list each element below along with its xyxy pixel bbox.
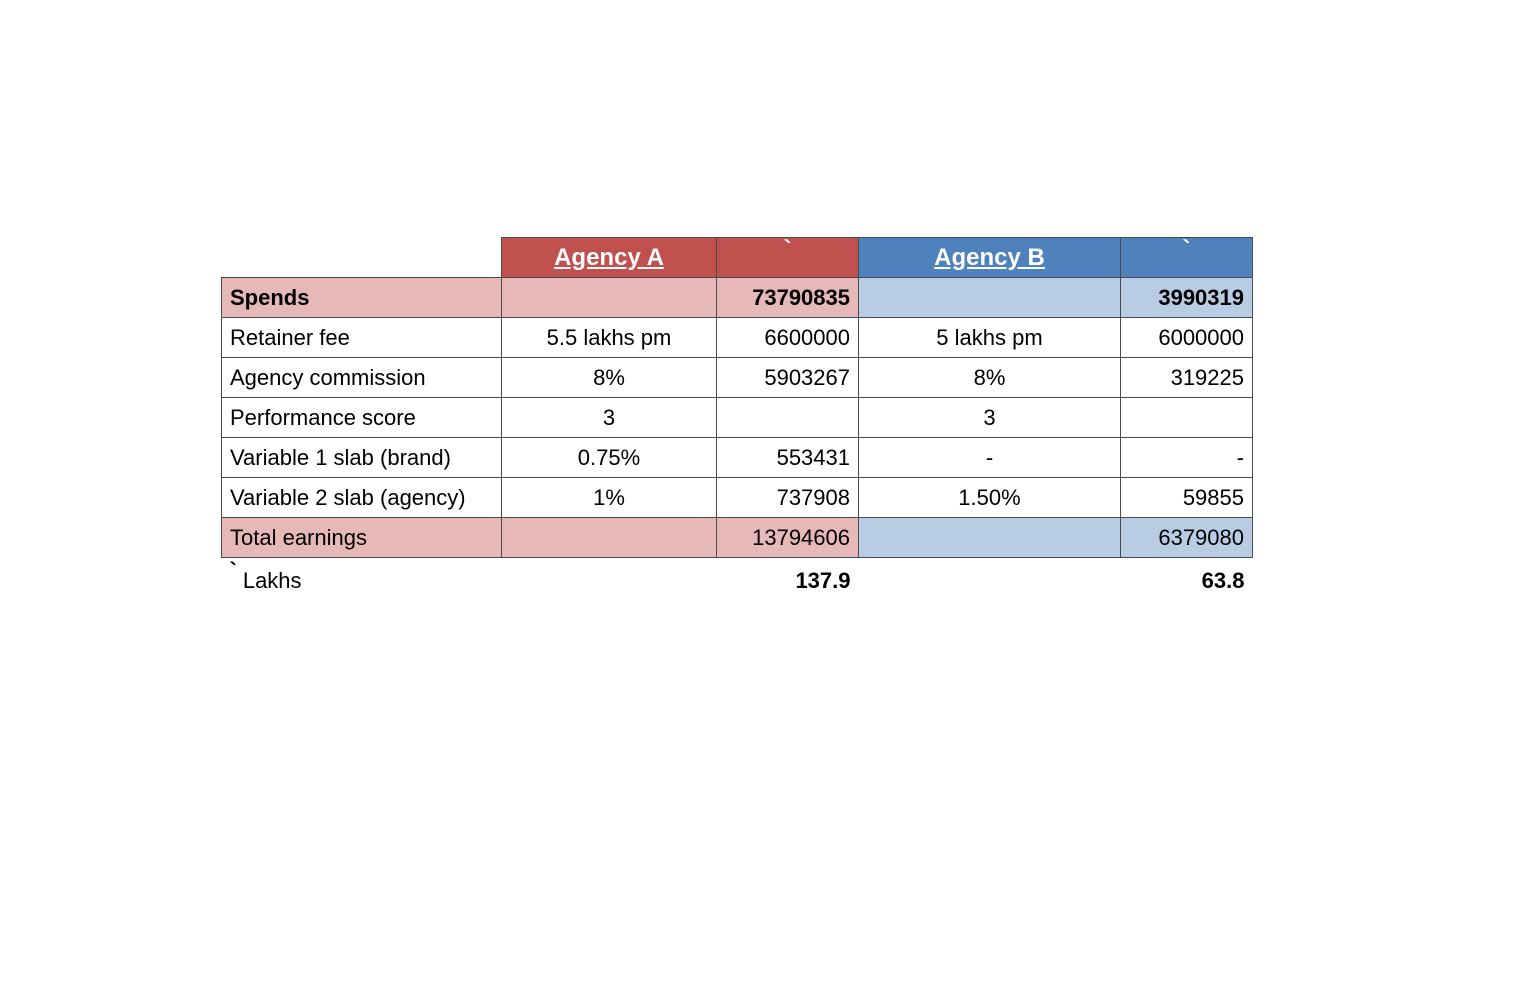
agency-b-value: 319225 — [1120, 357, 1253, 398]
table-row-retainer-fee: Retainer fee 5.5 lakhs pm 6600000 5 lakh… — [221, 317, 1253, 358]
agency-b-value: 3990319 — [1120, 277, 1253, 318]
agency-a-lakhs: 137.9 — [795, 567, 851, 593]
row-label: Retainer fee — [221, 317, 502, 358]
agency-b-rate: 5 lakhs pm — [858, 317, 1121, 358]
agency-b-rate: 8% — [858, 357, 1121, 398]
agency-a-value: 6600000 — [716, 317, 859, 358]
agency-b-currency-header: ` — [1120, 237, 1253, 278]
agency-a-value: 5903267 — [716, 357, 859, 398]
agency-b-value — [1120, 397, 1253, 438]
agency-earnings-table: Agency A ` Agency B ` Spends 73790835 39… — [221, 237, 1253, 604]
agency-b-rate — [858, 517, 1121, 558]
table-row-agency-commission: Agency commission 8% 5903267 8% 319225 — [221, 357, 1253, 398]
table-row-variable-1: Variable 1 slab (brand) 0.75% 553431 - - — [221, 437, 1253, 478]
agency-a-value: 73790835 — [716, 277, 859, 318]
row-label: Agency commission — [221, 357, 502, 398]
agency-b-rate: 3 — [858, 397, 1121, 438]
row-label: Variable 2 slab (agency) — [221, 477, 502, 518]
row-label: Variable 1 slab (brand) — [221, 437, 502, 478]
row-label: Performance score — [221, 397, 502, 438]
agency-a-value: 553431 — [716, 437, 859, 478]
table-row-variable-2: Variable 2 slab (agency) 1% 737908 1.50%… — [221, 477, 1253, 518]
agency-a-rate: 1% — [501, 477, 717, 518]
row-label: Spends — [221, 277, 502, 318]
agency-a-rate: 3 — [501, 397, 717, 438]
agency-a-header: Agency A — [501, 237, 717, 278]
agency-a-rate — [501, 277, 717, 318]
agency-b-rate — [858, 277, 1121, 318]
agency-a-rate — [501, 517, 717, 558]
table-row-spends: Spends 73790835 3990319 — [221, 277, 1253, 318]
footer-empty-cell — [859, 558, 1121, 604]
footer-currency-symbol: ` — [229, 557, 237, 583]
agency-b-header: Agency B — [858, 237, 1121, 278]
footer-unit-label: Lakhs — [242, 567, 302, 593]
header-empty-cell — [222, 238, 502, 278]
agency-a-currency-header: ` — [716, 237, 859, 278]
agency-b-value: 6000000 — [1120, 317, 1253, 358]
footer-label: ` Lakhs — [222, 558, 502, 604]
agency-a-rate: 8% — [501, 357, 717, 398]
agency-a-rate: 5.5 lakhs pm — [501, 317, 717, 358]
row-label: Total earnings — [221, 517, 502, 558]
agency-b-lakhs: 63.8 — [1201, 567, 1245, 593]
header-row: Agency A ` Agency B ` — [222, 237, 1253, 278]
agency-b-rate: - — [858, 437, 1121, 478]
agency-a-currency-symbol: ` — [783, 237, 792, 263]
agency-a-rate: 0.75% — [501, 437, 717, 478]
agency-a-title: Agency A — [554, 243, 664, 271]
agency-b-value: 6379080 — [1120, 517, 1253, 558]
agency-a-value: 13794606 — [716, 517, 859, 558]
agency-b-value: - — [1120, 437, 1253, 478]
agency-b-rate: 1.50% — [858, 477, 1121, 518]
agency-b-currency-symbol: ` — [1182, 237, 1191, 263]
agency-a-value: 737908 — [716, 477, 859, 518]
agency-b-title: Agency B — [934, 243, 1045, 271]
footer-empty-cell — [502, 558, 717, 604]
table-row-performance-score: Performance score 3 3 — [221, 397, 1253, 438]
table-row-total-earnings: Total earnings 13794606 6379080 — [221, 517, 1253, 558]
footer-row-lakhs: ` Lakhs 137.9 63.8 — [222, 558, 1253, 604]
agency-b-value: 59855 — [1120, 477, 1253, 518]
agency-a-value — [716, 397, 859, 438]
